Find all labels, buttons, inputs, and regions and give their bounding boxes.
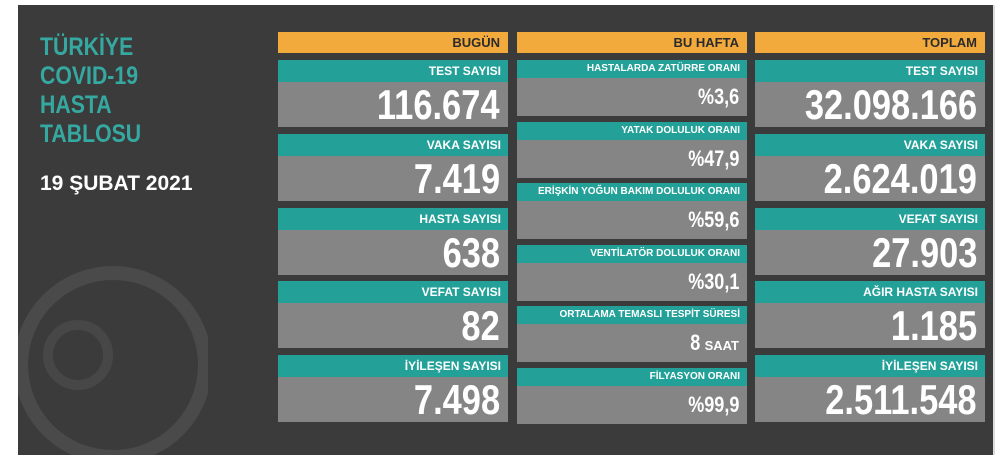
stat-value: 7.498 bbox=[413, 376, 500, 424]
stat-value-box: 82 bbox=[278, 302, 508, 350]
title-line: COVID-19 bbox=[40, 62, 139, 90]
stat-value-box: 2.511.548 bbox=[755, 376, 985, 424]
stat-value-box: 32.098.166 bbox=[755, 82, 985, 127]
stat-value: 32.098.166 bbox=[804, 81, 977, 128]
stat-label: VEFAT SAYISI bbox=[278, 281, 508, 304]
stat-value-box: %30,1 bbox=[517, 262, 747, 301]
stat-value: 2.511.548 bbox=[825, 376, 977, 424]
date: 19 ŞUBAT 2021 bbox=[40, 172, 193, 195]
stat-value: 7.419 bbox=[413, 154, 500, 202]
stat-value-box: 1.185 bbox=[755, 302, 985, 350]
stat-label: AĞIR HASTA SAYISI bbox=[755, 281, 985, 304]
stat-value: 2.624.019 bbox=[823, 154, 977, 202]
stat-label: FİLYASYON ORANI bbox=[517, 368, 747, 386]
stat-value: %3,6 bbox=[697, 84, 739, 109]
stat-label: İYİLEŞEN SAYISI bbox=[278, 355, 508, 378]
stat-value-box: %3,6 bbox=[517, 78, 747, 116]
stat-value: %59,6 bbox=[687, 207, 739, 233]
stat-label: VAKA SAYISI bbox=[755, 133, 985, 156]
title-line: HASTA bbox=[40, 91, 112, 119]
stat-label: VEFAT SAYISI bbox=[755, 207, 985, 230]
stat-value: 638 bbox=[442, 228, 500, 276]
stat-label: HASTA SAYISI bbox=[278, 207, 508, 230]
stat-value: 27.903 bbox=[871, 228, 977, 276]
stat-value-box: 27.903 bbox=[755, 228, 985, 276]
stat-value-box: %99,9 bbox=[517, 386, 747, 424]
stat-value: 116.674 bbox=[377, 81, 500, 128]
stat-label: VENTİLATÖR DOLULUK ORANI bbox=[517, 244, 747, 263]
stat-label: İYİLEŞEN SAYISI bbox=[755, 355, 985, 378]
stat-label: VAKA SAYISI bbox=[278, 133, 508, 156]
emblem-ring bbox=[18, 266, 208, 455]
title-line: TABLOSU bbox=[40, 120, 142, 148]
stat-label: TEST SAYISI bbox=[755, 60, 985, 82]
stat-value-box: %59,6 bbox=[517, 201, 747, 240]
stat-value-box: 638 bbox=[278, 228, 508, 276]
stat-label: ERİŞKİN YOĞUN BAKIM DOLULUK ORANI bbox=[517, 183, 747, 202]
stat-value-box: 7.419 bbox=[278, 154, 508, 202]
stat-label: ORTALAMA TEMASLI TESPİT SÜRESİ bbox=[517, 306, 747, 325]
column-header: TOPLAM bbox=[755, 32, 985, 53]
stat-value: 8 bbox=[690, 330, 701, 356]
emblem-crescent bbox=[43, 320, 113, 390]
stat-value-box: 8 SAAT bbox=[517, 324, 747, 363]
stat-value-box: 116.674 bbox=[278, 82, 508, 127]
stat-value-box: %47,9 bbox=[517, 139, 747, 178]
stat-label: HASTALARDA ZATÜRRE ORANI bbox=[517, 60, 747, 78]
stat-value-box: 7.498 bbox=[278, 376, 508, 424]
stat-label: TEST SAYISI bbox=[278, 60, 508, 82]
stat-value: 82 bbox=[461, 302, 500, 350]
emblem-watermark bbox=[18, 266, 208, 455]
title-line: TÜRKİYE bbox=[40, 33, 134, 61]
stat-value: %30,1 bbox=[687, 268, 739, 294]
column-header: BUGÜN bbox=[278, 32, 508, 53]
stat-value: %99,9 bbox=[687, 392, 739, 417]
stat-unit: SAAT bbox=[704, 338, 739, 354]
stat-value: %47,9 bbox=[687, 145, 739, 171]
column-header: BU HAFTA bbox=[517, 32, 747, 53]
stat-value: 1.185 bbox=[890, 302, 977, 350]
stat-value-box: 2.624.019 bbox=[755, 154, 985, 202]
stat-label: YATAK DOLULUK ORANI bbox=[517, 121, 747, 140]
